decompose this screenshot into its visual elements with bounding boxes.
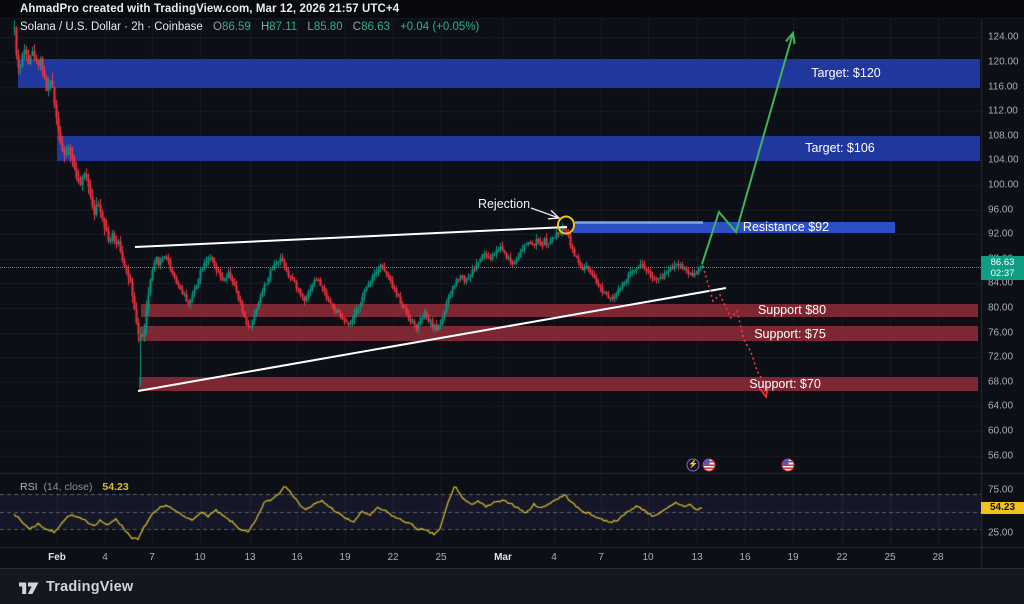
rejection-arrow[interactable] xyxy=(530,207,560,219)
time-axis-label: 28 xyxy=(932,552,944,563)
time-axis-label: 7 xyxy=(598,552,604,563)
upper-trendline[interactable] xyxy=(134,226,568,248)
time-axis-label: 25 xyxy=(435,552,447,563)
price-axis-label: 76.00 xyxy=(988,327,1014,339)
price-axis-label: 64.00 xyxy=(988,400,1014,412)
open-value: 86.59 xyxy=(221,21,251,33)
last-price: 86.63 xyxy=(990,257,1015,269)
time-axis-label: 16 xyxy=(739,552,751,563)
low-label: L xyxy=(307,21,314,33)
time-axis-label: 13 xyxy=(691,552,703,563)
price-axis-label: 96.00 xyxy=(988,204,1014,216)
bar-countdown: 02:37 xyxy=(990,268,1015,280)
rsi-axis-badge: 54.23 xyxy=(981,501,1024,514)
price-axis-label: 80.00 xyxy=(988,302,1014,314)
rsi-legend[interactable]: RSI (14, close) 54.23 xyxy=(20,481,129,493)
tradingview-logo[interactable]: TradingView xyxy=(18,579,133,595)
price-axis-label: 120.00 xyxy=(988,56,1019,68)
time-axis-label: Feb xyxy=(48,552,66,563)
bearish-projection-arrow-head xyxy=(758,386,769,399)
time-axis-label: 25 xyxy=(884,552,896,563)
bullish-projection-arrow-head xyxy=(785,30,796,45)
price-axis-label: 72.00 xyxy=(988,351,1014,363)
rejection-arrow-head xyxy=(547,209,561,220)
rsi-params: (14, close) xyxy=(43,481,93,493)
time-axis-label: 4 xyxy=(551,552,557,563)
zone-label-resistance-92: Resistance $92 xyxy=(742,220,830,235)
bearish-projection-arrow[interactable] xyxy=(702,265,767,398)
symbol-title[interactable]: Solana / U.S. Dollar · 2h · Coinbase xyxy=(20,21,203,33)
price-axis-label: 84.00 xyxy=(988,277,1014,289)
bullish-projection-arrow[interactable] xyxy=(701,32,794,265)
time-axis-label: 16 xyxy=(291,552,303,563)
zone-label-support-70: Support: $70 xyxy=(749,376,821,391)
rejection-annotation: Rejection xyxy=(477,197,531,211)
time-axis-label: 22 xyxy=(387,552,399,563)
price-axis[interactable]: 124.00 120.00 116.00 112.00 108.00 104.00 100.… xyxy=(982,18,1024,568)
price-axis-label: 68.00 xyxy=(988,376,1014,388)
price-axis-label: 116.00 xyxy=(988,81,1018,93)
bottom-toolbar: TradingView xyxy=(0,568,1024,604)
symbol-legend[interactable]: Solana / U.S. Dollar · 2h · Coinbase O86… xyxy=(20,21,479,35)
time-axis-label: Mar xyxy=(494,552,512,563)
time-axis-label: 19 xyxy=(339,552,351,563)
event-icon-crypto[interactable]: ⚡ xyxy=(686,458,700,472)
last-price-badge: 86.63 02:37 xyxy=(981,256,1024,281)
high-label: H xyxy=(260,21,270,33)
close-value: 86.63 xyxy=(361,21,390,33)
close-label: C xyxy=(352,21,362,33)
low-value: 85.80 xyxy=(313,21,343,33)
zone-label-target-120: Target: $120 xyxy=(811,66,881,81)
tradingview-logo-icon xyxy=(19,582,39,594)
zone-label-target-106: Target: $106 xyxy=(805,141,875,156)
price-axis-label: 104.00 xyxy=(988,154,1019,166)
time-axis-label: 10 xyxy=(194,552,206,563)
rsi-name: RSI xyxy=(20,481,38,493)
price-axis-label: 108.00 xyxy=(988,130,1019,142)
price-axis-label: 124.00 xyxy=(988,31,1019,43)
time-axis[interactable]: Feb 4 7 10 13 16 19 22 25 Mar 4 7 10 13 16 19 22 25 28 xyxy=(0,547,1024,568)
rsi-value: 54.23 xyxy=(102,481,129,493)
time-axis-label: 13 xyxy=(244,552,256,563)
price-axis-label: 112.00 xyxy=(988,105,1018,117)
time-axis-label: 22 xyxy=(836,552,848,563)
price-axis-label: 56.00 xyxy=(988,450,1014,462)
high-value: 87.11 xyxy=(269,21,298,33)
time-axis-label: 10 xyxy=(642,552,654,563)
rejection-circle[interactable] xyxy=(557,215,575,235)
credit-bar: AhmadPro created with TradingView.com, M… xyxy=(0,0,1024,19)
price-axis-label: 92.00 xyxy=(988,228,1014,240)
zone-label-support-80: Support $80 xyxy=(757,303,827,318)
event-icon-us-flag[interactable] xyxy=(702,458,716,472)
rsi-axis-label: 25.00 xyxy=(988,527,1014,539)
open-label: O xyxy=(213,21,222,33)
event-icon-us-flag[interactable] xyxy=(781,458,795,472)
price-axis-label: 60.00 xyxy=(988,425,1014,437)
change-value: +0.04 (+0.05%) xyxy=(400,21,480,33)
time-axis-label: 4 xyxy=(102,552,108,563)
current-price-line xyxy=(0,267,981,269)
rsi-axis-label: 75.00 xyxy=(988,484,1014,496)
lower-trendline[interactable] xyxy=(137,287,727,392)
tradingview-wordmark: TradingView xyxy=(46,579,134,595)
time-axis-label: 7 xyxy=(149,552,155,563)
zone-label-support-75: Support: $75 xyxy=(754,326,826,341)
credit-text: AhmadPro created with TradingView.com, M… xyxy=(20,3,400,15)
time-axis-label: 19 xyxy=(787,552,799,563)
price-axis-label: 100.00 xyxy=(988,179,1019,191)
